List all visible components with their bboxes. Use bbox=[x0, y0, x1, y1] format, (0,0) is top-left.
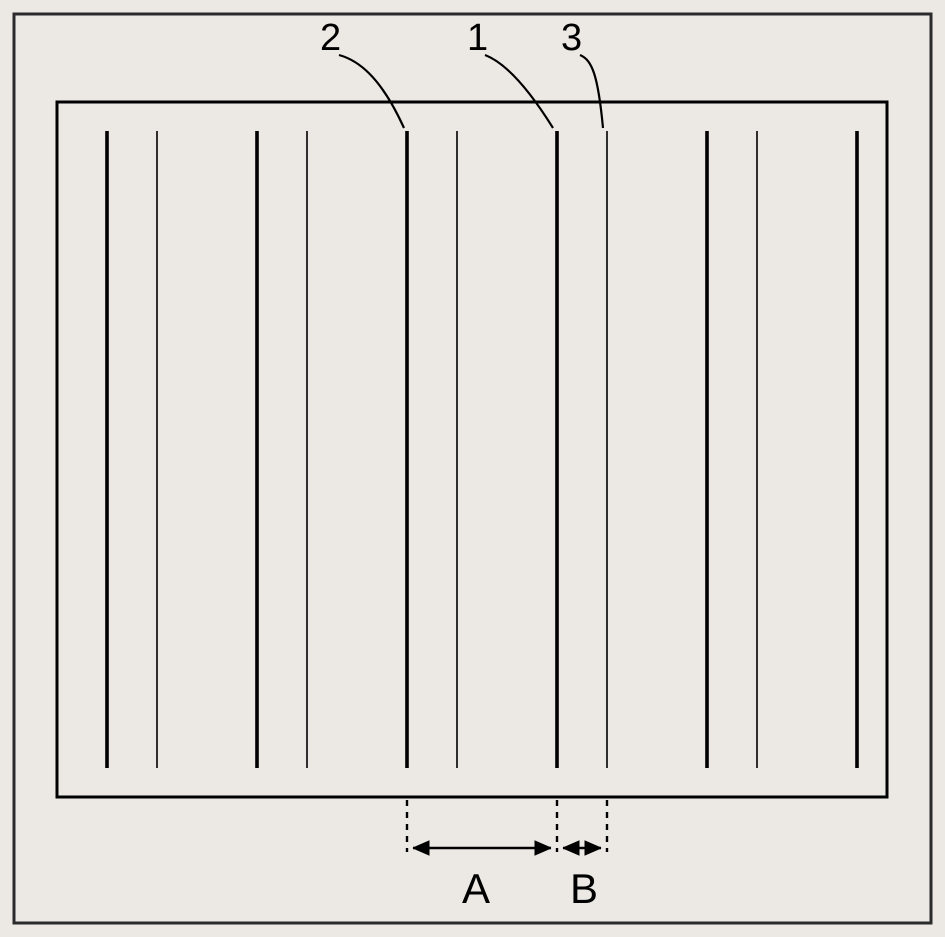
dim-arrow-1-head-l bbox=[563, 841, 579, 855]
dim-arrow-0-head-l bbox=[413, 841, 429, 855]
label-A: A bbox=[462, 865, 490, 912]
dim-arrow-1-head-r bbox=[585, 841, 601, 855]
label-3: 3 bbox=[561, 17, 582, 59]
leader-1 bbox=[485, 55, 553, 128]
label-2: 2 bbox=[320, 17, 341, 59]
label-1: 1 bbox=[467, 17, 488, 59]
leader-2 bbox=[580, 55, 603, 128]
outer-frame bbox=[14, 14, 931, 923]
diagram-svg: 2 1 3 A B bbox=[0, 0, 945, 937]
leader-0 bbox=[339, 55, 404, 128]
diagram-root: { "canvas": { "w": 945, "h": 937, "bg": … bbox=[0, 0, 945, 937]
label-B: B bbox=[570, 865, 598, 912]
dim-arrow-0-head-r bbox=[535, 841, 551, 855]
inner-rect bbox=[57, 102, 887, 797]
